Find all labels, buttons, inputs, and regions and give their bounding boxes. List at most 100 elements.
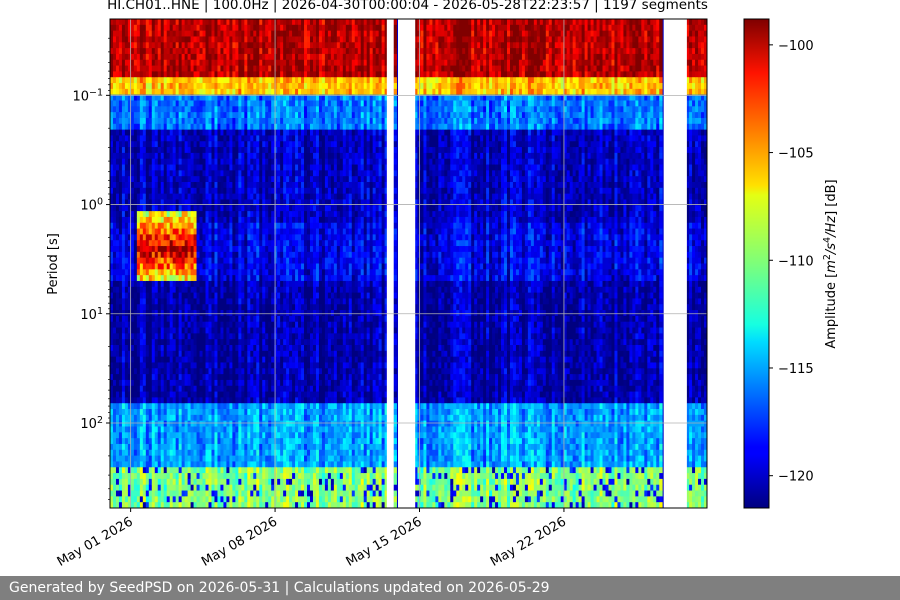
heatmap-cell — [199, 152, 203, 160]
heatmap-cell — [283, 432, 287, 439]
heatmap-cell — [112, 94, 117, 101]
heatmap-cell — [235, 187, 239, 195]
heatmap-cell — [187, 170, 191, 177]
heatmap-cell — [286, 158, 290, 165]
heatmap-cell — [127, 59, 132, 66]
heatmap-cell — [118, 310, 123, 317]
heatmap-cell — [136, 397, 141, 404]
heatmap-cell — [253, 24, 257, 32]
heatmap-cell — [286, 251, 290, 259]
heatmap-cell — [112, 30, 117, 37]
heatmap-cell — [142, 461, 147, 468]
heatmap-cell — [232, 53, 236, 61]
heatmap-cell — [142, 443, 147, 451]
heatmap-cell — [235, 106, 239, 113]
heatmap-cell — [175, 473, 180, 480]
heatmap-cell — [208, 280, 212, 288]
heatmap-cell — [118, 280, 123, 288]
heatmap-cell — [286, 199, 290, 206]
heatmap-cell — [187, 234, 191, 241]
heatmap-cell — [172, 502, 177, 508]
heatmap-cell — [151, 263, 156, 270]
heatmap-cell — [250, 263, 254, 270]
heatmap-cell — [211, 187, 215, 195]
heatmap-cell — [121, 176, 126, 183]
heatmap-cell — [196, 327, 200, 334]
heatmap-cell — [196, 88, 200, 96]
heatmap-cell — [190, 182, 194, 189]
heatmap-cell — [256, 42, 260, 49]
heatmap-cell — [115, 379, 120, 387]
heatmap-cell — [130, 443, 135, 451]
heatmap-cell — [259, 71, 263, 78]
heatmap-cell — [229, 170, 233, 177]
heatmap-cell — [166, 71, 171, 78]
heatmap-cell — [172, 391, 177, 398]
heatmap-cell — [136, 333, 141, 340]
heatmap-cell — [112, 502, 117, 508]
heatmap-cell — [220, 443, 224, 451]
heatmap-cell — [274, 71, 278, 78]
heatmap-cell — [199, 94, 203, 101]
heatmap-cell — [262, 117, 266, 125]
heatmap-cell — [110, 304, 114, 311]
heatmap-cell — [112, 42, 117, 49]
heatmap-cell — [110, 65, 114, 72]
heatmap-cell — [196, 135, 200, 142]
heatmap-cell — [190, 490, 194, 497]
heatmap-cell — [202, 100, 206, 107]
heatmap-cell — [142, 345, 147, 352]
heatmap-cell — [223, 48, 227, 55]
heatmap-cell — [142, 263, 147, 270]
heatmap-cell — [148, 222, 153, 229]
heatmap-cell — [265, 263, 269, 270]
heatmap-cell — [130, 345, 135, 352]
heatmap-cell — [202, 176, 206, 183]
heatmap-cell — [136, 193, 141, 200]
heatmap-cell — [172, 490, 177, 497]
heatmap-cell — [235, 211, 239, 218]
heatmap-cell — [148, 327, 153, 334]
heatmap-cell — [217, 65, 221, 72]
heatmap-cell — [187, 257, 191, 264]
heatmap-cell — [262, 263, 266, 270]
heatmap-cell — [214, 141, 218, 148]
heatmap-cell — [226, 59, 230, 66]
heatmap-cell — [190, 88, 194, 96]
heatmap-cell — [265, 490, 269, 497]
heatmap-cell — [280, 193, 284, 200]
heatmap-cell — [127, 461, 132, 468]
heatmap-cell — [181, 403, 186, 410]
heatmap-cell — [214, 490, 218, 497]
heatmap-cell — [172, 152, 177, 160]
heatmap-cell — [217, 30, 221, 37]
heatmap-cell — [160, 71, 165, 78]
heatmap-cell — [244, 356, 248, 363]
heatmap-cell — [241, 298, 245, 305]
heatmap-cell — [112, 205, 117, 212]
heatmap-cell — [205, 286, 209, 294]
heatmap-cell — [250, 59, 254, 66]
heatmap-cell — [238, 473, 242, 480]
heatmap-cell — [235, 478, 239, 486]
heatmap-cell — [178, 379, 183, 387]
heatmap-cell — [127, 467, 132, 474]
heatmap-cell — [133, 333, 138, 340]
heatmap-cell — [214, 484, 218, 491]
heatmap-cell — [253, 123, 257, 131]
heatmap-cell — [232, 211, 236, 218]
heatmap-cell — [110, 182, 114, 189]
heatmap-cell — [178, 298, 183, 305]
heatmap-cell — [217, 42, 221, 49]
heatmap-cell — [118, 251, 123, 259]
heatmap-cell — [166, 385, 171, 392]
heatmap-cell — [172, 187, 177, 195]
heatmap-cell — [259, 420, 263, 427]
heatmap-cell — [226, 449, 230, 457]
heatmap-cell — [268, 36, 272, 43]
heatmap-cell — [238, 176, 242, 183]
heatmap-cell — [148, 409, 153, 416]
heatmap-cell — [154, 310, 159, 317]
heatmap-cell — [253, 368, 257, 375]
heatmap-cell — [145, 71, 150, 78]
